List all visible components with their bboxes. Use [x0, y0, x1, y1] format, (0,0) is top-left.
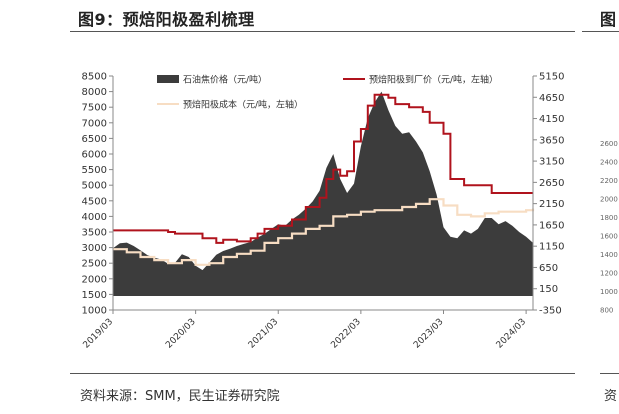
- legend-swatch-price: [157, 75, 179, 83]
- series-line-delivered-price: [113, 93, 533, 244]
- next-figure-tick-label: 1600: [600, 233, 618, 241]
- price-area-layer: [113, 91, 533, 296]
- next-figure-tick-label: 2600: [600, 140, 618, 148]
- right-tick-label: 4150: [539, 114, 564, 125]
- right-tick-label: 2150: [539, 199, 564, 210]
- next-figure-source-divider: [600, 373, 619, 374]
- left-tick-label: 3000: [82, 243, 107, 254]
- next-figure-tick-label: 1400: [600, 251, 618, 259]
- next-figure-tick-label: 1800: [600, 214, 618, 222]
- right-tick-label: 4650: [539, 93, 564, 104]
- legend: 石油焦价格（元/吨） 预焙阳极到厂价（元/吨，左轴） 预焙阳极成本（元/吨，左轴）: [157, 74, 498, 111]
- left-tick-label: 1500: [82, 290, 107, 301]
- left-tick-label: 8000: [82, 87, 107, 98]
- right-tick-label: 5150: [539, 72, 564, 83]
- title-divider: [70, 31, 575, 32]
- x-tick-label: 2022/03: [329, 317, 363, 351]
- left-tick-label: 8500: [82, 72, 107, 83]
- left-tick-label: 6500: [82, 134, 107, 145]
- left-tick-label: 5500: [82, 165, 107, 176]
- next-figure-tick-label: 2000: [600, 196, 618, 204]
- right-tick-label: 3650: [539, 135, 564, 146]
- next-figure-title-fragment: 图: [600, 10, 617, 29]
- left-tick-label: 7000: [82, 118, 107, 129]
- left-tick-label: 5000: [82, 181, 107, 192]
- source-note: 资料来源：SMM，民生证券研究院: [80, 389, 280, 404]
- left-tick-label: 4000: [82, 212, 107, 223]
- right-tick-label: 1650: [539, 220, 564, 231]
- left-tick-label: 3500: [82, 228, 107, 239]
- next-figure-source-fragment: 资: [604, 389, 618, 404]
- x-tick-label: 2023/03: [412, 317, 446, 351]
- x-tick-label: 2020/03: [164, 317, 198, 351]
- series-area-price: [113, 91, 533, 296]
- next-figure-axis-fragment: 2600 2400 2200 2000 1800 1600 1400 1200 1000 800: [600, 140, 618, 315]
- right-tick-label: 1150: [539, 242, 564, 253]
- legend-label-price: 石油焦价格（元/吨）: [183, 74, 267, 86]
- left-tick-label: 4500: [82, 196, 107, 207]
- x-tick-label: 2021/03: [247, 317, 281, 351]
- right-tick-label: -350: [539, 306, 562, 317]
- right-tick-label: 650: [539, 263, 558, 274]
- next-figure-tick-label: 1000: [600, 288, 618, 296]
- next-figure-tick-label: 2400: [600, 159, 618, 167]
- legend-label-delivered-price: 预焙阳极到厂价（元/吨，左轴）: [369, 74, 498, 86]
- left-tick-label: 1000: [82, 306, 107, 317]
- x-tick-label: 2019/03: [82, 317, 116, 351]
- series-line-cost: [113, 198, 535, 266]
- left-tick-label: 2000: [82, 274, 107, 285]
- left-tick-label: 7500: [82, 103, 107, 114]
- legend-label-cost: 预焙阳极成本（元/吨，左轴）: [183, 99, 303, 111]
- figure-title: 图9：预焙阳极盈利梳理: [78, 10, 255, 29]
- next-figure-tick-label: 800: [600, 307, 613, 315]
- right-tick-label: 150: [539, 284, 558, 295]
- left-tick-label: 6000: [82, 150, 107, 161]
- next-figure-divider: [582, 31, 619, 32]
- line-series-layer: [113, 93, 535, 266]
- x-tick-label: 2024/03: [495, 317, 529, 351]
- right-tick-label: 2650: [539, 178, 564, 189]
- source-divider: [70, 373, 575, 374]
- next-figure-tick-label: 2200: [600, 177, 618, 185]
- right-tick-label: 3150: [539, 157, 564, 168]
- left-tick-label: 2500: [82, 259, 107, 270]
- next-figure-tick-label: 1200: [600, 270, 618, 278]
